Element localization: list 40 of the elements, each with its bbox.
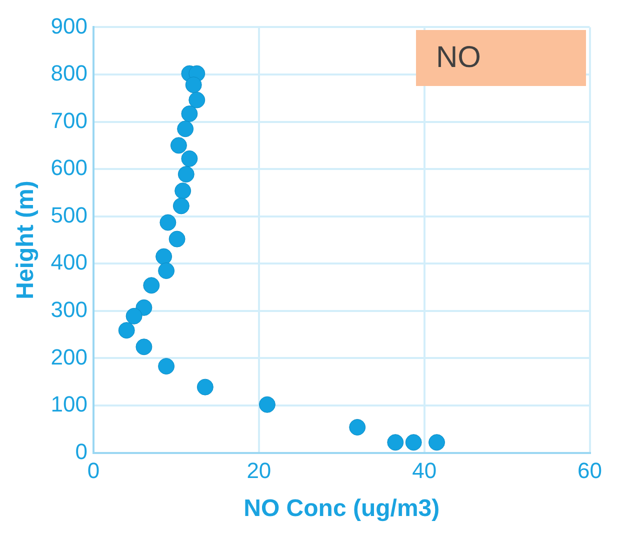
x-axis-title: NO Conc (ug/m3) bbox=[244, 495, 440, 522]
y-tick-label: 0 bbox=[75, 438, 88, 464]
x-tick-label: 20 bbox=[246, 458, 272, 484]
point bbox=[349, 419, 366, 436]
point bbox=[258, 396, 276, 413]
y-tick-label: 100 bbox=[50, 392, 88, 417]
y-tick-label: 800 bbox=[50, 60, 88, 86]
point bbox=[118, 322, 135, 339]
point bbox=[178, 166, 194, 183]
point bbox=[185, 76, 202, 94]
y-axis-title: Height (m) bbox=[12, 180, 40, 300]
y-tick-label: 400 bbox=[50, 250, 88, 275]
point bbox=[428, 434, 445, 451]
point bbox=[143, 277, 160, 294]
point bbox=[181, 105, 198, 122]
x-tick-label: 40 bbox=[412, 458, 437, 484]
point bbox=[172, 198, 190, 214]
y-tick-label: 500 bbox=[50, 202, 88, 228]
point bbox=[181, 150, 198, 167]
point bbox=[126, 308, 142, 324]
point bbox=[387, 434, 404, 451]
point bbox=[136, 338, 152, 356]
point bbox=[158, 262, 175, 279]
y-tick-label: 700 bbox=[50, 108, 88, 133]
x-tick-label: 60 bbox=[578, 458, 602, 484]
point bbox=[177, 120, 194, 138]
point bbox=[196, 378, 214, 396]
y-tick-label: 600 bbox=[50, 155, 88, 180]
label-box: NO bbox=[416, 30, 586, 86]
point bbox=[188, 92, 206, 108]
point bbox=[170, 137, 187, 154]
y-tick-label: 300 bbox=[50, 296, 88, 322]
point bbox=[156, 248, 172, 265]
point bbox=[168, 230, 186, 248]
point bbox=[158, 358, 175, 375]
point bbox=[174, 182, 192, 200]
point bbox=[405, 434, 422, 451]
y-tick-label: 200 bbox=[50, 344, 88, 370]
point bbox=[160, 214, 176, 231]
y-tick-label: 900 bbox=[50, 13, 88, 38]
